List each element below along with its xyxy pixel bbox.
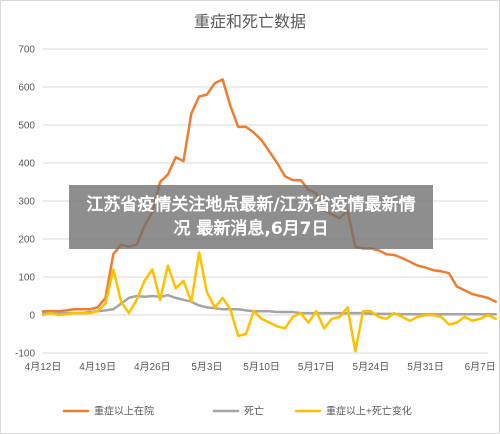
- x-tick-label: 5月31日: [407, 361, 444, 373]
- y-tick-label: 200: [18, 235, 35, 246]
- banner-text: 江苏省疫情关注地点最新/江苏省疫情最新情况 最新消息,6月7日: [86, 195, 416, 239]
- legend-label: 重症以上+死亡变化: [326, 405, 412, 418]
- y-tick-label: 500: [18, 121, 35, 132]
- y-tick-label: 300: [18, 197, 35, 208]
- x-tick-label: 5月24日: [353, 361, 390, 373]
- y-tick-label: 600: [18, 83, 35, 94]
- x-tick-label: 4月26日: [134, 361, 171, 373]
- y-tick-label: -100: [15, 349, 35, 360]
- x-tick-label: 4月19日: [79, 361, 116, 373]
- x-tick-label: 5月10日: [243, 361, 280, 373]
- x-tick-label: 4月12日: [25, 361, 62, 373]
- x-tick-label: 5月17日: [298, 361, 335, 373]
- series-line-2: [41, 293, 498, 316]
- y-tick-label: 0: [29, 311, 35, 322]
- y-tick-label: 700: [18, 45, 35, 56]
- x-tick-label: 5月3日: [191, 361, 222, 373]
- legend: 重症以上在院 死亡 重症以上+死亡变化: [62, 405, 412, 418]
- legend-label: 死亡: [244, 405, 264, 418]
- legend-label: 重症以上在院: [94, 405, 154, 418]
- series-line-3: [41, 251, 498, 353]
- chart-title: 重症和死亡数据: [194, 13, 306, 31]
- y-tick-label: 400: [18, 159, 35, 170]
- y-axis: -100 0 100 200 300 400 500 600 700: [15, 45, 35, 360]
- x-tick-label: 6月7日: [465, 361, 496, 373]
- x-axis: 4月12日 4月19日 4月26日 5月3日 5月10日 5月17日 5月24日 5月31日 6…: [25, 361, 496, 373]
- y-tick-label: 100: [18, 273, 35, 284]
- overlay-banner: 江苏省疫情关注地点最新/江苏省疫情最新情况 最新消息,6月7日: [69, 185, 433, 249]
